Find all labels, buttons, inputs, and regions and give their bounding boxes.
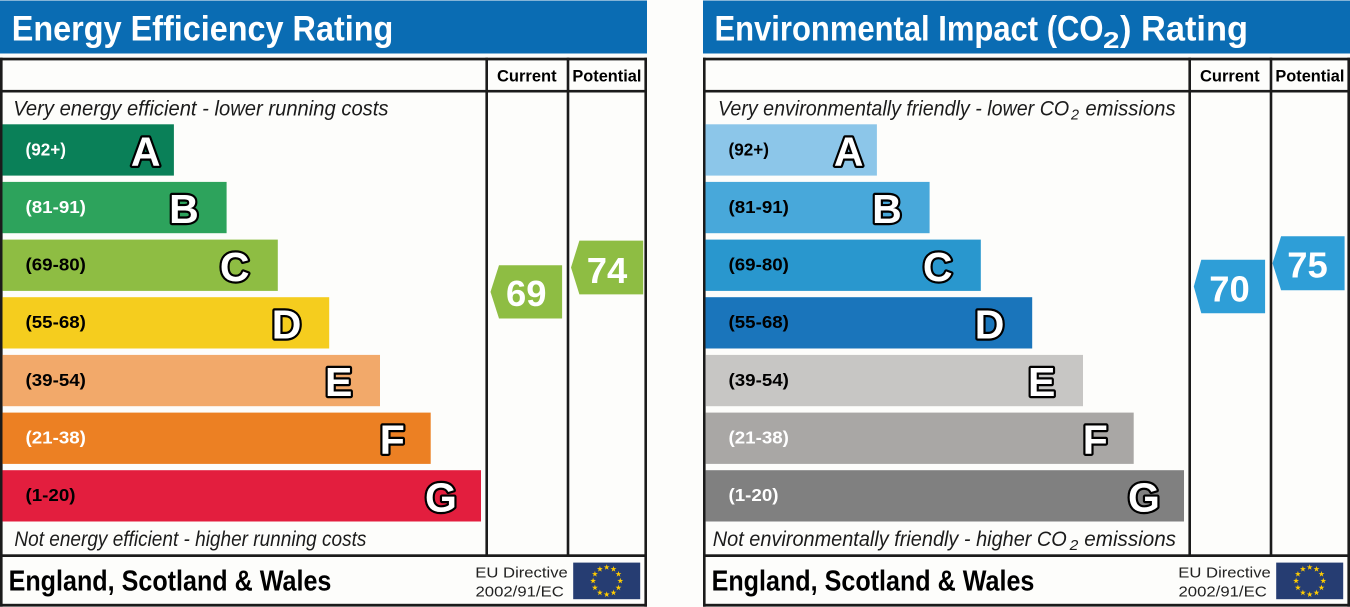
svg-text:G: G [425, 475, 457, 521]
svg-text:70: 70 [1209, 268, 1250, 309]
svg-text:(92+): (92+) [729, 139, 769, 159]
svg-text:(55-68): (55-68) [729, 312, 789, 332]
svg-text:C: C [923, 244, 953, 290]
svg-text:England, Scotland & Wales: England, Scotland & Wales [9, 566, 332, 598]
svg-text:(39-54): (39-54) [729, 370, 789, 390]
svg-text:2: 2 [1070, 107, 1080, 124]
svg-text:B: B [872, 186, 902, 232]
svg-text:Current: Current [1200, 67, 1260, 85]
svg-text:(92+): (92+) [26, 139, 66, 159]
svg-text:74: 74 [587, 250, 628, 291]
svg-text:(1-20): (1-20) [26, 485, 76, 505]
svg-text:Not environmentally friendly -: Not environmentally friendly - higher CO [713, 527, 1067, 551]
svg-text:Potential: Potential [572, 67, 641, 85]
svg-text:2: 2 [1103, 27, 1120, 53]
svg-text:B: B [169, 186, 199, 232]
svg-text:(81-91): (81-91) [26, 197, 86, 217]
svg-text:) Rating: ) Rating [1120, 10, 1248, 49]
svg-text:75: 75 [1287, 245, 1328, 286]
svg-text:(69-80): (69-80) [26, 255, 86, 275]
svg-text:EU Directive: EU Directive [1178, 564, 1271, 581]
svg-text:C: C [220, 244, 250, 290]
svg-text:Very energy efficient - lower: Very energy efficient - lower running co… [13, 97, 389, 121]
svg-text:Not energy efficient - higher: Not energy efficient - higher running co… [14, 527, 366, 551]
svg-text:2002/91/EC: 2002/91/EC [1179, 583, 1267, 600]
svg-text:Very environmentally friendly: Very environmentally friendly - lower CO [718, 97, 1069, 121]
svg-text:D: D [975, 302, 1005, 348]
svg-text:(81-91): (81-91) [729, 197, 789, 217]
svg-text:E: E [325, 359, 352, 405]
svg-text:A: A [834, 129, 864, 175]
svg-text:(39-54): (39-54) [26, 370, 86, 390]
svg-text:G: G [1128, 475, 1160, 521]
svg-text:emissions: emissions [1085, 97, 1175, 121]
svg-text:Current: Current [497, 67, 557, 85]
svg-text:England, Scotland & Wales: England, Scotland & Wales [712, 566, 1035, 598]
svg-text:(55-68): (55-68) [26, 312, 86, 332]
svg-text:D: D [272, 302, 302, 348]
svg-text:2002/91/EC: 2002/91/EC [476, 583, 564, 600]
svg-text:Potential: Potential [1275, 67, 1344, 85]
svg-text:(1-20): (1-20) [729, 485, 779, 505]
svg-text:(69-80): (69-80) [729, 255, 789, 275]
svg-text:A: A [131, 129, 161, 175]
svg-text:emissions: emissions [1084, 527, 1176, 551]
svg-text:EU Directive: EU Directive [475, 564, 568, 581]
svg-text:69: 69 [506, 273, 547, 314]
svg-text:2: 2 [1069, 537, 1079, 554]
svg-text:E: E [1028, 359, 1055, 405]
svg-text:F: F [380, 417, 405, 463]
svg-text:Energy Efficiency Rating: Energy Efficiency Rating [12, 10, 394, 49]
svg-text:(21-38): (21-38) [729, 428, 789, 448]
svg-text:F: F [1083, 417, 1108, 463]
svg-text:Environmental Impact (CO: Environmental Impact (CO [715, 10, 1104, 49]
svg-text:(21-38): (21-38) [26, 428, 86, 448]
